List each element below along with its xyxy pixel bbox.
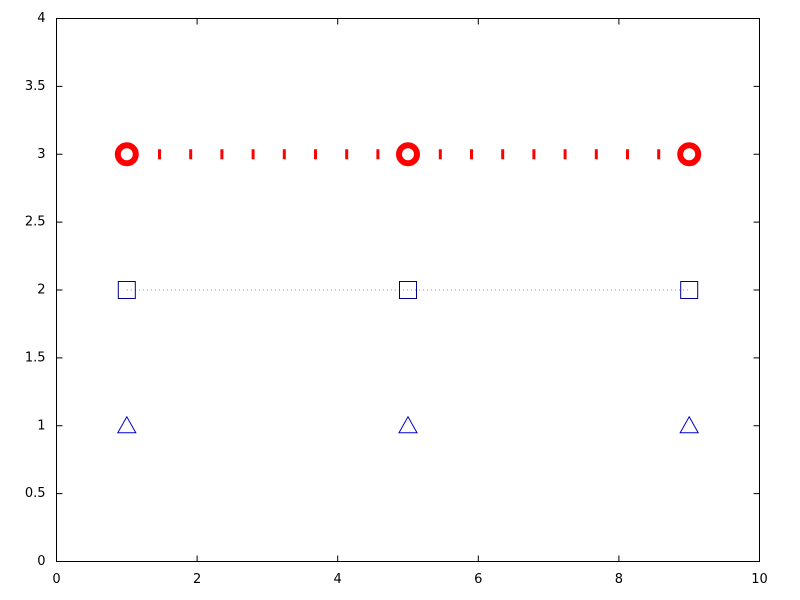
x-tick-label: 2 xyxy=(193,572,201,587)
triangle-marker xyxy=(398,415,418,434)
circle-marker xyxy=(114,142,139,167)
x-tick-label: 8 xyxy=(615,572,623,587)
x-tick-label: 6 xyxy=(474,572,482,587)
y-tick-label: 2.5 xyxy=(25,215,46,230)
triangle-marker xyxy=(679,415,700,434)
y-tick-label: 1 xyxy=(37,418,45,433)
y-tick-label: 1.5 xyxy=(25,350,46,365)
circle-marker xyxy=(396,142,420,167)
y-tick-label: 4 xyxy=(37,11,45,26)
y-tick-label: 0 xyxy=(37,554,45,569)
y-tick-label: 3 xyxy=(37,147,45,162)
square-marker xyxy=(680,281,699,299)
y-tick-label: 0.5 xyxy=(25,486,46,501)
x-tick-label: 4 xyxy=(334,572,342,587)
x-tick-label: 10 xyxy=(751,572,768,587)
square-marker xyxy=(399,281,417,299)
x-tick-label: 0 xyxy=(52,572,60,587)
triangle-marker xyxy=(116,415,137,434)
y-tick-label: 2 xyxy=(37,283,45,298)
plot-frame xyxy=(56,18,760,562)
circle-marker xyxy=(677,142,702,167)
y-tick-label: 3.5 xyxy=(25,79,46,94)
square-marker xyxy=(117,281,136,299)
